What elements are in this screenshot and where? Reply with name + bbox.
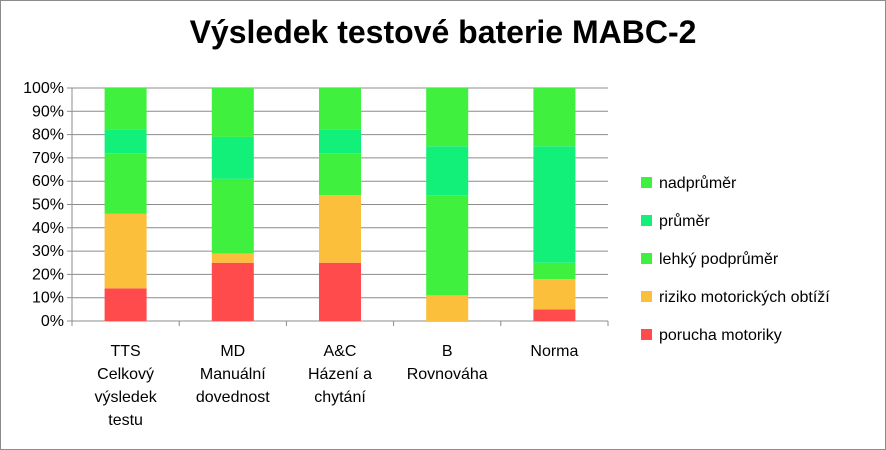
y-tick-label: 10% [32, 290, 64, 307]
bar-segment [426, 195, 469, 296]
bar-segment [319, 195, 361, 263]
bar-segment [319, 262, 361, 321]
bar-segment [211, 178, 254, 254]
legend-swatch [641, 253, 652, 264]
x-tick-label: TTS [110, 343, 140, 360]
legend-label: riziko motorických obtíží [659, 289, 830, 306]
legend-swatch [641, 177, 652, 188]
y-tick-label: 90% [32, 103, 64, 120]
legend-label: průměr [659, 212, 710, 230]
bar-segment [104, 129, 147, 154]
legend-label: nadprůměr [659, 174, 737, 192]
x-tick-label: B [442, 343, 453, 360]
y-tick-label: 20% [32, 266, 64, 283]
y-tick-label: 70% [32, 150, 64, 167]
bar-segment [533, 309, 576, 321]
bar-segment [104, 288, 147, 321]
bar-segment [426, 88, 469, 147]
x-tick-label: A&C [324, 343, 357, 360]
x-tick-label: dovednost [196, 389, 270, 406]
legend-swatch [641, 291, 652, 302]
legend-swatch [641, 329, 652, 340]
bar-segment [211, 88, 254, 137]
x-tick-label: Norma [530, 343, 578, 360]
x-tick-label: Celkový [97, 366, 154, 383]
bar-segment [319, 153, 361, 196]
bar-segment [533, 88, 576, 147]
legend-label: porucha motoriky [659, 327, 782, 344]
bar-segment [319, 129, 361, 154]
y-tick-label: 100% [23, 80, 64, 97]
x-tick-label: Házení a [308, 366, 372, 383]
x-tick-label: chytání [314, 389, 366, 406]
legend-swatch [641, 215, 652, 226]
x-tick-label: MD [220, 343, 245, 360]
y-tick-label: 0% [41, 313, 64, 330]
x-tick-label: výsledek [94, 389, 157, 406]
bar-segment [319, 88, 361, 130]
bar-segment [533, 279, 576, 310]
y-tick-label: 50% [32, 197, 64, 214]
y-tick-label: 30% [32, 243, 64, 260]
bar-segment [211, 136, 254, 179]
y-tick-label: 60% [32, 173, 64, 190]
bar-segment [104, 88, 147, 130]
y-tick-label: 40% [32, 220, 64, 237]
x-tick-label: Manuální [200, 366, 266, 383]
bar-segment [211, 253, 254, 263]
chart-title: Výsledek testové baterie MABC-2 [189, 14, 697, 50]
y-tick-label: 80% [32, 127, 64, 144]
x-tick-label: testu [108, 412, 143, 429]
bar-segment [533, 262, 576, 280]
bar-segment [533, 146, 576, 263]
x-tick-label: Rovnováha [407, 366, 488, 383]
bar-segment [426, 146, 469, 196]
bar-segment [104, 213, 147, 289]
bar-segment [104, 153, 147, 214]
legend-label: lehký podprůměr [659, 250, 779, 268]
bar-segment [211, 262, 254, 321]
bar-segment [426, 295, 469, 321]
